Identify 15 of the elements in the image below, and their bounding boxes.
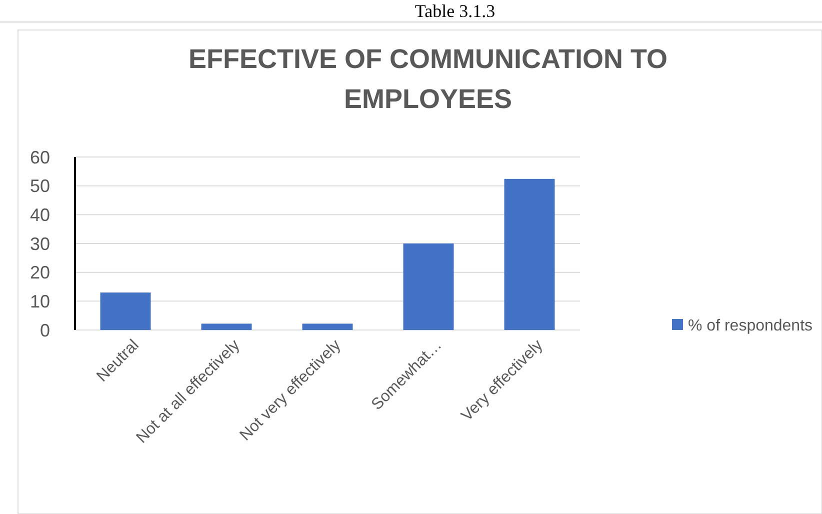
y-tick-label: 20 (30, 262, 50, 283)
chart-title: EFFECTIVE OF COMMUNICATION TO EMPLOYEES (188, 44, 668, 114)
bar (302, 324, 353, 330)
bar (403, 244, 454, 330)
y-tick-label: 0 (40, 320, 50, 340)
bar (201, 324, 252, 330)
legend-label: % of respondents (688, 318, 813, 335)
y-tick-label: 30 (30, 234, 50, 254)
y-tick-label: 60 (30, 147, 50, 168)
bar (504, 178, 555, 330)
y-tick-label: 50 (30, 176, 50, 196)
caption: Table 3.1.3 (414, 1, 496, 21)
bar (100, 292, 151, 330)
y-tick-label: 10 (30, 291, 50, 312)
y-tick-label: 40 (30, 204, 50, 225)
